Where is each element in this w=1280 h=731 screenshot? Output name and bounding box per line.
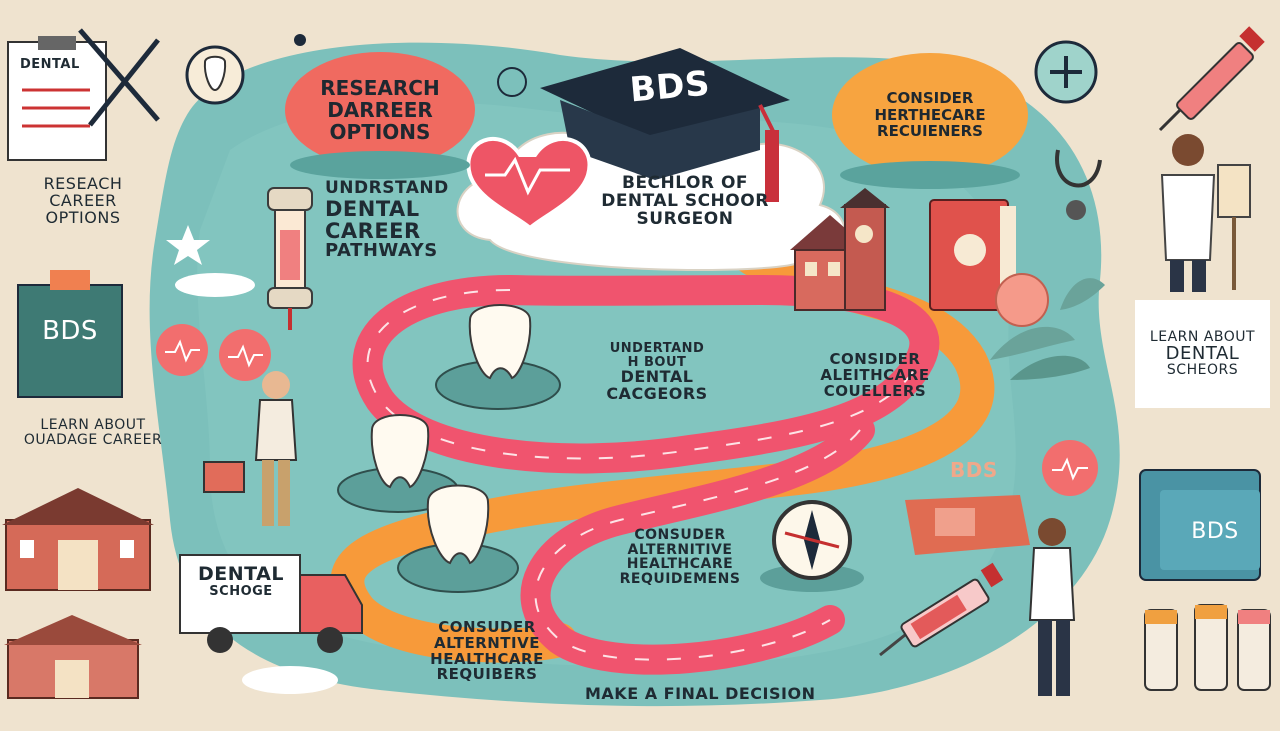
research-oval-line1: RESEARCH <box>320 76 440 100</box>
consuder-alternitive-line1: CONSUDER <box>634 527 726 543</box>
consuder-bottom-line1: CONSUDER <box>438 618 536 636</box>
consider-oval-shape <box>832 53 1028 177</box>
consuder-alternitive-line2: ALTERNITIVE <box>627 541 733 558</box>
tooth-circle-icon <box>185 45 245 105</box>
right-learn-text: LEARN ABOUT DENTAL SCHEORS <box>1150 330 1255 378</box>
truck-line1: DENTAL <box>198 563 284 585</box>
consider-couellers-label: CONSIDER ALEITHCARE COUELLERS <box>800 350 950 400</box>
clipboard-dental-label: DENTAL <box>20 57 80 72</box>
graduation-cap-icon <box>540 48 790 202</box>
cloud-degree-label: BECHLOR OF DENTAL SCHOOR SURGEON <box>575 173 795 229</box>
consider-oval-line3: RECUIENERS <box>877 122 983 141</box>
plus-circle-icon <box>1034 40 1098 104</box>
consider-couellers-line2: ALEITHCARE <box>820 365 930 384</box>
delivery-truck-icon <box>179 554 363 653</box>
left-learn-line1: LEARN ABOUT <box>40 417 146 433</box>
consider-oval-line1: CONSIDER <box>886 89 974 108</box>
consider-oval-line2: HERTHECARE <box>874 105 986 124</box>
left-learn-label: LEARN ABOUT OUADAGE CAREER <box>8 418 178 447</box>
clipboard-icon <box>7 28 160 161</box>
research-oval-line2: DARREER <box>327 98 433 122</box>
right-learn-line2: DENTAL <box>1165 342 1240 364</box>
bds-card-left-shape <box>17 270 123 398</box>
consuder-alternitive-line4: REQUIDEMENS <box>619 571 741 588</box>
book-stack-right <box>1139 469 1261 581</box>
consuder-alternitive-label: CONSUDER ALTERNITIVE HEALTHCARE REQUIDEM… <box>595 528 765 587</box>
school-building-left <box>2 488 154 591</box>
tooth-pedestal-3 <box>397 484 519 593</box>
research-oval-line3: OPTIONS <box>329 120 431 144</box>
pink-loop-path <box>352 274 940 474</box>
understand-about-line2: H BOUT <box>627 354 687 370</box>
syringe-icon <box>879 562 1004 657</box>
left-research-line3: OPTIONS <box>45 207 121 227</box>
book-icon <box>929 199 1016 311</box>
consuder-alternitive-line3: HEALTHCARE <box>626 556 734 573</box>
decorative-stars <box>166 34 527 265</box>
cloud-line1: BECHLOR OF <box>621 173 749 193</box>
top-syringe-icon <box>1158 26 1265 132</box>
understand-pathways-label: UNDRSTAND DENTAL CAREER PATHWAYS <box>325 178 475 261</box>
plaque-bds-label: BDS <box>950 458 998 482</box>
left-research-label: RESEACH CAREER OPTIONS <box>18 174 148 227</box>
consuder-bottom-line2: ALTERNTIVE <box>434 633 540 652</box>
understand-pathways-line4: PATHWAYS <box>325 239 438 261</box>
consider-oval: CONSIDER HERTHECARE RECUIENERS <box>840 70 1020 160</box>
student-figure-left <box>203 371 298 526</box>
understand-pathways-line3: CAREER <box>325 218 421 243</box>
heartbeat-circle-left-1 <box>156 324 208 376</box>
book-stack-bds-label: BDS <box>1191 519 1239 544</box>
research-oval: RESEARCH DARREER OPTIONS <box>290 60 470 160</box>
left-bds-card-label: BDS <box>42 316 98 346</box>
understand-about-line1: UNDERTAND <box>609 341 705 356</box>
school-building-icon <box>790 188 890 311</box>
consider-couellers-line1: CONSIDER <box>829 350 921 368</box>
understand-about-line3: DENTAL <box>620 367 694 387</box>
heartbeat-circle-right <box>1042 440 1098 496</box>
orange-path <box>330 233 995 663</box>
heartbeat-circle-left-2 <box>219 329 271 381</box>
consuder-bottom-line4: REQUIBERS <box>436 665 538 684</box>
tooth-pedestal-1 <box>435 304 561 410</box>
school-building-left-bottom <box>4 615 142 699</box>
heart-icon <box>466 136 592 231</box>
doctor-figure <box>1160 134 1251 292</box>
consuder-bottom-label: CONSUDER ALTERNTIVE HEALTHCARE REQUIBERS <box>402 618 572 684</box>
compass-icon <box>760 500 864 592</box>
truck-line2: SCHOGE <box>209 583 273 599</box>
student-figure-right <box>1028 518 1076 696</box>
understand-about-label: UNDERTAND H BOUT DENTAL CACGEORS <box>592 342 722 403</box>
pink-fruit-right <box>995 273 1049 327</box>
leaf-plant-icon <box>990 278 1105 380</box>
research-oval-shape <box>285 52 475 168</box>
tooth-card-icon <box>905 495 1030 555</box>
final-decision-label: MAKE A FINAL DECISION <box>585 684 816 703</box>
right-learn-line1: LEARN ABOUT <box>1149 328 1256 345</box>
consuder-bottom-line3: HEALTHCARE <box>430 649 544 668</box>
right-learn-line3: SCHEORS <box>1166 362 1239 379</box>
consider-couellers-line3: COUELLERS <box>823 381 927 400</box>
stethoscope-icon <box>1055 149 1102 220</box>
left-research-line2: CAREER <box>49 190 117 210</box>
test-tube-icon <box>267 187 313 330</box>
cloud-line2: DENTAL SCHOOR <box>601 190 769 211</box>
understand-pathways-line2: DENTAL <box>325 196 420 221</box>
cloud-line3: SURGEON <box>636 208 734 229</box>
right-learn-card: LEARN ABOUT DENTAL SCHEORS <box>1135 300 1270 408</box>
understand-about-line4: CACGEORS <box>606 384 708 404</box>
understand-pathways-line1: UNDRSTAND <box>325 178 449 198</box>
bottles-right <box>1144 604 1271 691</box>
left-learn-line2: OUADAGE CAREER <box>23 431 163 448</box>
left-research-line1: RESEACH <box>43 174 123 193</box>
truck-label: DENTAL SCHOGE <box>186 563 296 599</box>
